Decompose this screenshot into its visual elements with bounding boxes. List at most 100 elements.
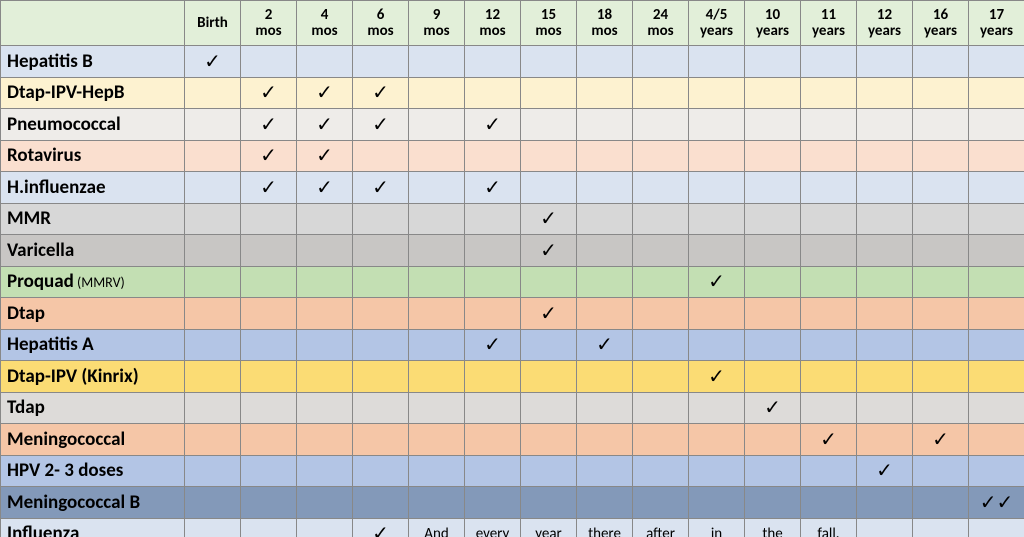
schedule-cell <box>521 392 577 424</box>
schedule-cell <box>409 424 465 456</box>
schedule-cell: ✓ <box>241 77 297 109</box>
header-col-10: 10years <box>745 1 801 46</box>
schedule-cell <box>297 329 353 361</box>
schedule-cell <box>913 392 969 424</box>
schedule-cell: ✓ <box>801 424 857 456</box>
vaccine-label: Dtap-IPV-HepB <box>1 77 185 109</box>
schedule-cell <box>353 266 409 298</box>
table-row: Dtap-IPV (Kinrix)✓ <box>1 361 1024 393</box>
schedule-cell <box>969 172 1024 204</box>
schedule-cell: ✓ <box>689 266 745 298</box>
check-icon: ✓ <box>540 239 557 263</box>
check-icon: ✓ <box>596 333 613 357</box>
vaccine-label: HPV 2- 3 doses <box>1 455 185 487</box>
schedule-cell <box>913 361 969 393</box>
check-icon: ✓ <box>876 459 893 483</box>
schedule-cell <box>969 46 1024 78</box>
schedule-cell <box>857 518 913 537</box>
schedule-cell <box>745 140 801 172</box>
schedule-cell <box>969 298 1024 330</box>
schedule-cell <box>689 109 745 141</box>
check-icon: ✓ <box>372 113 389 137</box>
check-icon: ✓ <box>260 176 277 200</box>
vaccine-label: Influenza <box>1 518 185 537</box>
schedule-cell <box>241 518 297 537</box>
schedule-cell: ✓ <box>297 77 353 109</box>
schedule-cell <box>241 424 297 456</box>
schedule-cell <box>465 455 521 487</box>
schedule-cell <box>409 266 465 298</box>
schedule-cell <box>969 518 1024 537</box>
header-col-13: 16years <box>913 1 969 46</box>
schedule-cell <box>185 424 241 456</box>
schedule-cell <box>353 455 409 487</box>
schedule-cell <box>353 140 409 172</box>
schedule-cell <box>521 172 577 204</box>
schedule-cell <box>241 361 297 393</box>
schedule-cell <box>689 487 745 519</box>
schedule-cell <box>969 424 1024 456</box>
vaccine-label: Hepatitis B <box>1 46 185 78</box>
schedule-cell: there <box>577 518 633 537</box>
header-col-5: 12mos <box>465 1 521 46</box>
schedule-cell <box>633 77 689 109</box>
schedule-cell <box>913 329 969 361</box>
schedule-cell <box>689 455 745 487</box>
schedule-cell <box>465 203 521 235</box>
schedule-cell <box>297 298 353 330</box>
schedule-cell <box>465 77 521 109</box>
schedule-cell <box>913 487 969 519</box>
schedule-cell <box>521 77 577 109</box>
schedule-cell <box>353 298 409 330</box>
header-row: Birth2mos4mos6mos9mos12mos15mos18mos24mo… <box>1 1 1024 46</box>
schedule-cell: ✓ <box>241 172 297 204</box>
schedule-cell <box>689 203 745 235</box>
header-col-6: 15mos <box>521 1 577 46</box>
schedule-cell: ✓ <box>465 172 521 204</box>
schedule-cell <box>913 518 969 537</box>
schedule-cell <box>857 172 913 204</box>
check-icon: ✓ <box>204 50 221 74</box>
vaccine-label: Proquad (MMRV) <box>1 266 185 298</box>
schedule-cell <box>913 455 969 487</box>
schedule-cell <box>465 487 521 519</box>
vaccine-label: Hepatitis A <box>1 329 185 361</box>
schedule-cell <box>185 361 241 393</box>
schedule-cell: every <box>465 518 521 537</box>
schedule-cell <box>801 392 857 424</box>
schedule-cell <box>185 487 241 519</box>
schedule-cell <box>801 46 857 78</box>
schedule-cell <box>521 361 577 393</box>
schedule-cell <box>801 77 857 109</box>
check-icon: ✓ <box>708 365 725 389</box>
schedule-cell <box>409 172 465 204</box>
schedule-cell <box>409 203 465 235</box>
schedule-cell <box>297 266 353 298</box>
schedule-cell <box>689 77 745 109</box>
check-icon: ✓✓ <box>980 491 1014 515</box>
schedule-cell: after <box>633 518 689 537</box>
check-icon: ✓ <box>316 113 333 137</box>
schedule-cell: ✓ <box>297 172 353 204</box>
table-row: Hepatitis B ✓ <box>1 46 1024 78</box>
schedule-cell <box>745 46 801 78</box>
check-icon: ✓ <box>260 144 277 168</box>
header-col-3: 6mos <box>353 1 409 46</box>
schedule-cell <box>409 329 465 361</box>
schedule-cell: in <box>689 518 745 537</box>
schedule-cell <box>633 203 689 235</box>
table-row: HPV 2- 3 doses ✓ <box>1 455 1024 487</box>
schedule-cell <box>577 46 633 78</box>
vaccine-label: H.influenzae <box>1 172 185 204</box>
check-icon: ✓ <box>372 522 389 537</box>
schedule-cell <box>185 298 241 330</box>
schedule-cell <box>577 298 633 330</box>
schedule-cell <box>241 203 297 235</box>
schedule-cell: year <box>521 518 577 537</box>
check-icon: ✓ <box>372 176 389 200</box>
check-icon: ✓ <box>708 270 725 294</box>
schedule-cell <box>241 487 297 519</box>
schedule-cell: ✓ <box>465 329 521 361</box>
schedule-cell <box>465 46 521 78</box>
vaccine-schedule-table: Birth2mos4mos6mos9mos12mos15mos18mos24mo… <box>0 0 1024 537</box>
